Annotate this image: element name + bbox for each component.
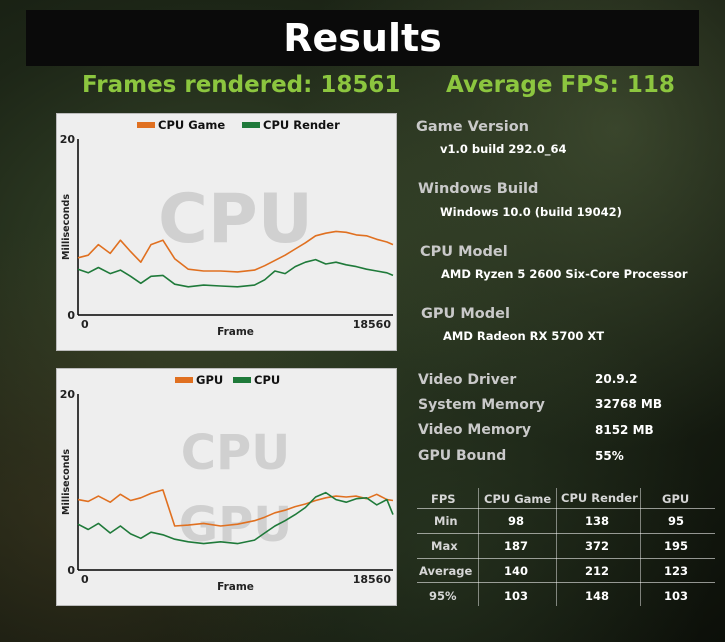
x-axis-label: Frame — [217, 581, 254, 593]
fps-row-label: Average — [419, 564, 473, 578]
fps-cell: 98 — [507, 514, 524, 528]
y-axis-label: Milliseconds — [61, 194, 72, 260]
legend-entry: CPU Game — [158, 118, 225, 132]
fps-cell: 148 — [584, 589, 609, 603]
table-col-divider — [640, 488, 641, 606]
chart-watermark: CPU — [158, 180, 313, 259]
x-tick-label: 0 — [81, 573, 89, 586]
legend-swatch — [242, 122, 260, 128]
table-divider — [417, 533, 715, 534]
x-tick-label: 18560 — [353, 573, 392, 586]
legend-entry: CPU — [254, 373, 280, 387]
fps-row-label: Max — [431, 539, 458, 553]
cpu-frametime-chart: CPU 20 0 0 18560 Frame Milliseconds CPU Game CPU… — [56, 113, 397, 351]
legend-entry: GPU — [196, 373, 223, 387]
table-col-divider — [478, 488, 479, 606]
x-axis-label: Frame — [217, 326, 254, 338]
series-line-cpu-game — [77, 230, 394, 273]
y-tick-label: 20 — [60, 388, 76, 401]
table-col-divider — [556, 488, 557, 606]
fps-cell: 103 — [503, 589, 528, 603]
series-line-gpu — [77, 489, 394, 527]
game-version-value: v1.0 build 292.0_64 — [440, 142, 567, 156]
fps-cell: 138 — [584, 514, 609, 528]
cpu-model-label: CPU Model — [420, 244, 508, 260]
fps-cell: 123 — [663, 564, 688, 578]
legend-swatch — [137, 122, 155, 128]
fps-table-header-gpu: GPU — [662, 492, 690, 506]
legend-entry: CPU Render — [263, 118, 340, 132]
series-line-cpu — [77, 491, 394, 545]
y-tick-label: 20 — [60, 133, 76, 146]
system-memory-value: 32768 MB — [595, 397, 663, 411]
fps-table-header-fps: FPS — [431, 492, 456, 506]
cpu-chart-svg: CPU 20 00 18560 Frame Milliseconds CPU Game CPU… — [60, 118, 394, 338]
y-axis-label: Milliseconds — [61, 449, 72, 515]
chart-watermark: CPU — [181, 425, 290, 481]
game-version-label: Game Version — [416, 119, 529, 135]
gpu-frametime-chart: CPU GPU 20 0 0 18560 Frame Milliseconds GPU CPU — [56, 368, 397, 606]
video-driver-label: Video Driver — [418, 372, 517, 388]
gpu-model-value: AMD Radeon RX 5700 XT — [443, 329, 605, 343]
table-divider — [417, 508, 715, 509]
gpu-bound-value: 55% — [595, 449, 624, 463]
average-fps: Average FPS: 118 — [446, 72, 675, 98]
y-tick-label: 0 — [67, 309, 75, 322]
fps-cell: 95 — [667, 514, 684, 528]
fps-table-header-cpu-render: CPU Render — [561, 491, 638, 505]
title-bar: Results — [26, 10, 699, 66]
fps-cell: 103 — [663, 589, 688, 603]
cpu-model-value: AMD Ryzen 5 2600 Six-Core Processor — [441, 267, 688, 281]
fps-cell: 372 — [584, 539, 609, 553]
windows-build-value: Windows 10.0 (build 19042) — [440, 205, 622, 219]
windows-build-label: Windows Build — [418, 181, 539, 197]
video-memory-value: 8152 MB — [595, 423, 654, 437]
series-line-cpu-render — [77, 258, 394, 288]
legend-swatch — [175, 377, 193, 383]
system-memory-label: System Memory — [418, 397, 545, 413]
fps-row-label: 95% — [429, 589, 457, 603]
table-divider — [417, 582, 715, 583]
video-driver-value: 20.9.2 — [595, 372, 638, 386]
page-title: Results — [283, 16, 442, 60]
y-tick-label: 0 — [67, 564, 75, 577]
fps-cell: 195 — [663, 539, 688, 553]
x-tick-label: 0 — [81, 318, 89, 331]
fps-row-label: Min — [434, 514, 458, 528]
x-tick-label: 18560 — [353, 318, 392, 331]
fps-cell: 212 — [584, 564, 609, 578]
frames-rendered: Frames rendered: 18561 — [82, 72, 401, 98]
gpu-model-label: GPU Model — [421, 306, 510, 322]
fps-cell: 187 — [503, 539, 528, 553]
gpu-bound-label: GPU Bound — [418, 448, 507, 464]
fps-table-header-cpu-game: CPU Game — [484, 492, 552, 506]
video-memory-label: Video Memory — [418, 422, 532, 438]
fps-cell: 140 — [503, 564, 528, 578]
table-divider — [417, 558, 715, 559]
legend-swatch — [233, 377, 251, 383]
